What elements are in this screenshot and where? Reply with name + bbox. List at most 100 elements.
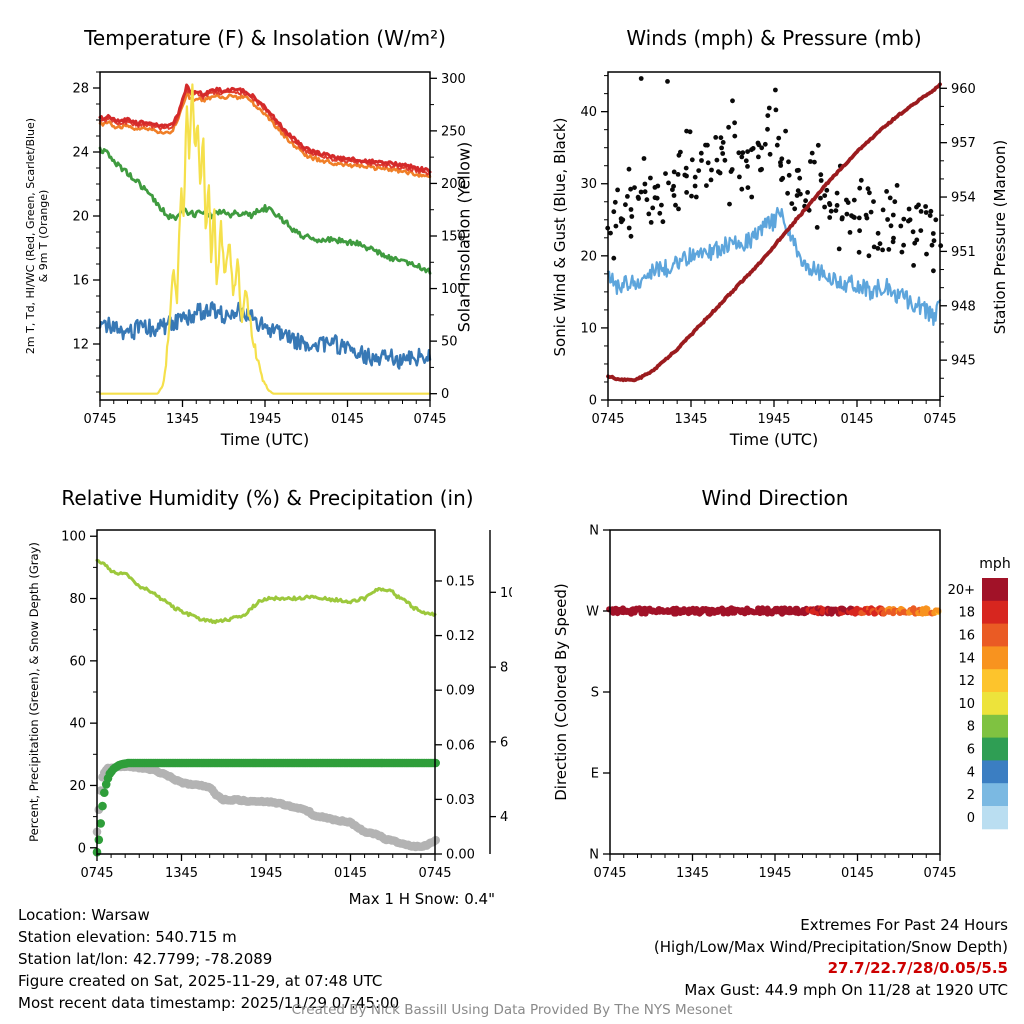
svg-text:14: 14 [958, 651, 975, 666]
humidity-left-axis-label: Percent, Precipitation (Green), & Snow D… [27, 542, 41, 842]
svg-text:W: W [586, 605, 599, 620]
station-latlon: Station lat/lon: 42.7799; -78.2089 [18, 950, 273, 968]
svg-text:0145: 0145 [841, 866, 874, 881]
snow-depth-gray-dots [92, 761, 441, 852]
svg-text:24: 24 [72, 146, 89, 161]
precipitation-green-dots [92, 758, 441, 857]
svg-text:40: 40 [580, 105, 597, 120]
station-pressure-maroon [606, 82, 942, 383]
svg-text:1945: 1945 [758, 866, 791, 881]
dew-point-green [98, 146, 432, 275]
svg-text:0.00: 0.00 [446, 848, 475, 863]
svg-text:0: 0 [967, 811, 975, 826]
svg-text:0745: 0745 [591, 412, 624, 427]
wind-speed-colorbar: mph 20+ 18 16 14 12 10 8 6 4 2 0 [948, 556, 1011, 830]
svg-text:0745: 0745 [418, 866, 451, 881]
svg-text:28: 28 [72, 82, 89, 97]
svg-text:0145: 0145 [331, 412, 364, 427]
svg-text:mph: mph [979, 556, 1010, 572]
svg-text:0145: 0145 [840, 412, 873, 427]
svg-text:1945: 1945 [757, 412, 790, 427]
svg-text:0.06: 0.06 [446, 738, 475, 753]
svg-text:0: 0 [78, 841, 86, 856]
2m-temperature-red [98, 83, 432, 174]
svg-text:4: 4 [500, 810, 508, 825]
svg-text:80: 80 [69, 592, 86, 607]
9m-temperature-orange [98, 91, 432, 179]
max-snow-note: Max 1 H Snow: 0.4" [348, 890, 495, 908]
svg-text:1345: 1345 [674, 412, 707, 427]
solar-insolation-yellow [98, 83, 432, 395]
svg-text:20: 20 [72, 210, 89, 225]
svg-text:8: 8 [967, 720, 975, 735]
station-elevation: Station elevation: 540.715 m [18, 928, 237, 946]
svg-text:951: 951 [951, 245, 976, 260]
svg-text:1345: 1345 [166, 412, 199, 427]
extremes-subtitle: (High/Low/Max Wind/Precipitation/Snow De… [653, 937, 1008, 956]
svg-text:S: S [591, 686, 599, 701]
svg-text:0745: 0745 [923, 866, 956, 881]
svg-text:50: 50 [441, 335, 458, 350]
svg-text:960: 960 [951, 82, 976, 97]
winds-chart-title: Winds (mph) & Pressure (mb) [626, 26, 922, 50]
svg-text:1345: 1345 [676, 866, 709, 881]
svg-text:0745: 0745 [413, 412, 446, 427]
pressure-right-axis-label: Station Pressure (Maroon) [991, 139, 1009, 335]
temperature-chart-title: Temperature (F) & Insolation (W/m²) [84, 26, 446, 50]
svg-text:30: 30 [580, 177, 597, 192]
svg-text:E: E [591, 767, 599, 782]
svg-text:0: 0 [441, 387, 449, 402]
svg-text:948: 948 [951, 299, 976, 314]
svg-text:60: 60 [69, 654, 86, 669]
svg-text:0745: 0745 [923, 412, 956, 427]
svg-text:1945: 1945 [248, 412, 281, 427]
svg-text:20: 20 [69, 779, 86, 794]
temperature-x-axis-label: Time (UTC) [220, 430, 310, 449]
svg-text:12: 12 [72, 338, 89, 353]
svg-text:16: 16 [958, 629, 975, 644]
direction-left-axis-label: Direction (Colored By Speed) [552, 583, 570, 801]
station-info-block: Location: Warsaw Station elevation: 540.… [18, 904, 399, 1014]
svg-text:N: N [589, 848, 599, 863]
svg-text:150: 150 [441, 230, 466, 245]
svg-text:40: 40 [69, 717, 86, 732]
svg-text:0745: 0745 [83, 412, 116, 427]
svg-text:8: 8 [500, 661, 508, 676]
winds-pressure-plot: 0745 1345 1945 0145 0745 0 10 20 30 40 945 948 951 95… [580, 71, 976, 427]
wind-direction-chart-title: Wind Direction [701, 486, 849, 510]
svg-text:0: 0 [589, 394, 597, 409]
extremes-block: Extremes For Past 24 Hours (High/Low/Max… [588, 915, 1008, 1001]
svg-text:10: 10 [958, 697, 975, 712]
svg-text:0.03: 0.03 [446, 793, 475, 808]
wind-chill-blue [98, 301, 432, 370]
svg-text:0.15: 0.15 [446, 574, 475, 589]
svg-text:2: 2 [967, 788, 975, 803]
svg-text:100: 100 [61, 530, 86, 545]
svg-text:0.09: 0.09 [446, 684, 475, 699]
svg-text:4: 4 [967, 765, 975, 780]
svg-text:12: 12 [958, 674, 975, 689]
svg-text:0745: 0745 [80, 866, 113, 881]
winds-x-axis-label: Time (UTC) [729, 430, 819, 449]
svg-text:18: 18 [958, 606, 975, 621]
svg-text:945: 945 [951, 354, 976, 369]
sonic-wind-blue [606, 206, 942, 326]
svg-text:250: 250 [441, 124, 466, 139]
wind-direction-dots [606, 605, 942, 617]
svg-text:N: N [589, 524, 599, 539]
max-gust: Max Gust: 44.9 mph On 11/28 at 1920 UTC [684, 980, 1008, 999]
insolation-right-axis-label: Solar Insolation (Yellow) [454, 141, 474, 333]
extremes-values: 27.7/22.7/28/0.05/5.5 [827, 959, 1008, 977]
svg-text:200: 200 [441, 177, 466, 192]
svg-text:954: 954 [951, 191, 976, 206]
data-timestamp: Most recent data timestamp: 2025/11/29 0… [18, 994, 400, 1012]
svg-text:0145: 0145 [334, 866, 367, 881]
svg-text:1945: 1945 [249, 866, 282, 881]
svg-text:20: 20 [580, 249, 597, 264]
credit-line: Created By Nick Bassill Using Data Provi… [291, 1002, 733, 1018]
relative-humidity-line [95, 558, 437, 625]
svg-text:6: 6 [500, 735, 508, 750]
svg-text:20+: 20+ [948, 583, 975, 598]
